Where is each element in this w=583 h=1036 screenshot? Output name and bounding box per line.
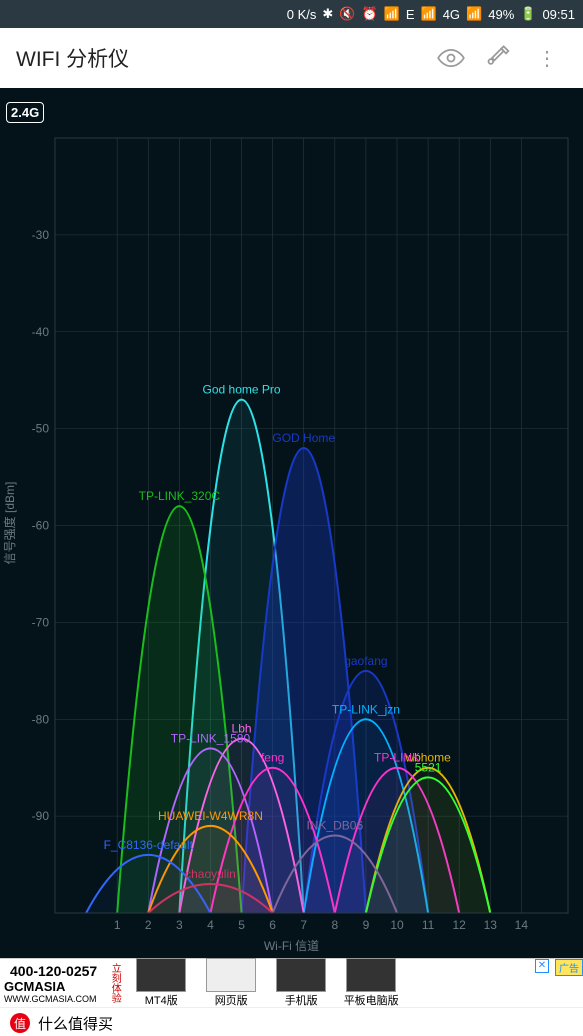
net-type: E xyxy=(406,7,415,22)
svg-text:1: 1 xyxy=(114,918,121,932)
ad-close-icon[interactable]: ✕ xyxy=(535,959,549,973)
svg-text:-80: -80 xyxy=(32,712,50,726)
clock: 09:51 xyxy=(542,7,575,22)
overflow-icon[interactable]: ⋮ xyxy=(527,38,567,78)
footer-bar[interactable]: 值 什么值得买 xyxy=(0,1007,583,1036)
svg-text:9: 9 xyxy=(363,918,370,932)
svg-text:-90: -90 xyxy=(32,809,50,823)
signal2-icon: 📶 xyxy=(466,6,482,22)
svg-text:TP-LINK_1580: TP-LINK_1580 xyxy=(171,731,251,745)
ad-col-mobile: 手机版 xyxy=(266,958,336,1008)
settings-icon[interactable] xyxy=(479,38,519,78)
mute-icon: 🔇 xyxy=(339,6,355,22)
svg-text:gaofang: gaofang xyxy=(344,654,387,668)
battery-pct: 49% xyxy=(488,7,514,22)
svg-text:12: 12 xyxy=(453,918,467,932)
svg-text:TP-LINK_320C: TP-LINK_320C xyxy=(139,489,221,503)
svg-text:14: 14 xyxy=(515,918,529,932)
app-title: WIFI 分析仪 xyxy=(16,43,423,73)
ad-col-tablet: 平板电脑版 xyxy=(336,958,406,1008)
svg-text:10: 10 xyxy=(390,918,404,932)
svg-text:TP-LINK: TP-LINK xyxy=(374,751,420,765)
footer-logo: 值 xyxy=(10,1013,30,1033)
net-speed: 0 K/s xyxy=(287,7,317,22)
svg-text:信号强度 [dBm]: 信号强度 [dBm] xyxy=(2,482,17,565)
net-4g: 4G xyxy=(443,7,460,22)
ad-url: WWW.GCMASIA.COM xyxy=(4,994,103,1004)
svg-text:GOD Home: GOD Home xyxy=(272,431,335,445)
app-bar: WIFI 分析仪 ⋮ xyxy=(0,28,583,88)
ad-col-web: 网页版 xyxy=(196,958,266,1008)
ad-brand: GCMASIA xyxy=(4,979,103,994)
svg-text:-40: -40 xyxy=(32,325,50,339)
status-bar: 0 K/s ✱ 🔇 ⏰ 📶 E 📶 4G 📶 49% 🔋 09:51 xyxy=(0,0,583,28)
svg-text:2: 2 xyxy=(145,918,152,932)
svg-text:HUAWEI-W4WR8N: HUAWEI-W4WR8N xyxy=(158,809,263,823)
svg-text:13: 13 xyxy=(484,918,498,932)
ad-banner[interactable]: 400-120-0257 GCMASIA WWW.GCMASIA.COM 立刻体… xyxy=(0,958,583,1007)
svg-text:-70: -70 xyxy=(32,615,50,629)
footer-text: 什么值得买 xyxy=(38,1013,113,1034)
svg-text:-60: -60 xyxy=(32,519,50,533)
svg-text:6: 6 xyxy=(269,918,276,932)
battery-icon: 🔋 xyxy=(520,6,536,22)
svg-text:F_C8136-default: F_C8136-default xyxy=(104,838,194,852)
eye-icon[interactable] xyxy=(431,38,471,78)
bluetooth-icon: ✱ xyxy=(322,6,333,22)
svg-text:-30: -30 xyxy=(32,228,50,242)
ad-tag: 广告 xyxy=(555,959,583,976)
ad-col-mt4: MT4版 xyxy=(126,958,196,1008)
svg-text:5521: 5521 xyxy=(415,760,442,774)
svg-text:Wi-Fi 信道: Wi-Fi 信道 xyxy=(264,939,319,953)
ad-phone: 400-120-0257 xyxy=(10,963,97,979)
svg-text:God home Pro: God home Pro xyxy=(203,383,281,397)
svg-text:11: 11 xyxy=(422,918,435,932)
svg-text:TP-LINK_jzn: TP-LINK_jzn xyxy=(332,702,400,716)
signal-icon: 📶 xyxy=(421,6,437,22)
wifi-icon: 📶 xyxy=(384,6,400,22)
svg-text:chaoyulin: chaoyulin xyxy=(185,867,236,881)
svg-text:feng: feng xyxy=(261,751,284,765)
svg-text:-50: -50 xyxy=(32,422,50,436)
ad-cta: 立刻体验 xyxy=(107,963,122,1003)
svg-text:5: 5 xyxy=(238,918,245,932)
svg-text:8: 8 xyxy=(331,918,338,932)
wifi-channel-chart: 2.4G -30-40-50-60-70-80-9012345678910111… xyxy=(0,88,583,958)
svg-text:7: 7 xyxy=(300,918,307,932)
svg-text:INK_DB06: INK_DB06 xyxy=(306,819,363,833)
svg-text:3: 3 xyxy=(176,918,183,932)
svg-text:4: 4 xyxy=(207,918,214,932)
alarm-icon: ⏰ xyxy=(361,6,377,22)
